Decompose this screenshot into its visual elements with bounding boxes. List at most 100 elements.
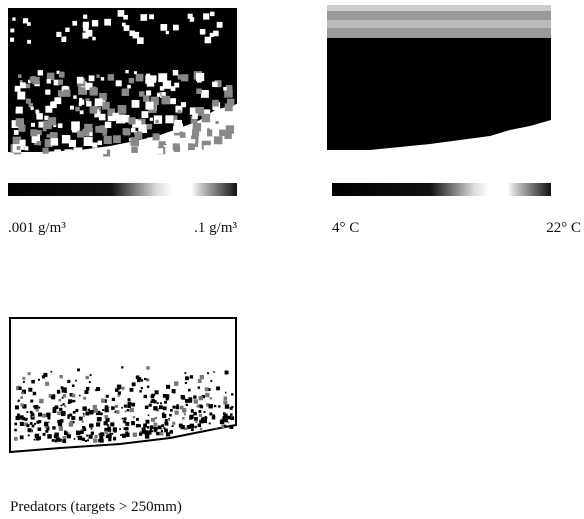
speckle (93, 408, 98, 413)
speckle (47, 434, 52, 439)
speckle (156, 431, 160, 436)
speckle (204, 120, 213, 130)
speckle (82, 406, 87, 411)
speckle (177, 109, 182, 114)
speckle (79, 110, 84, 115)
speckle (58, 422, 63, 427)
speckle (88, 381, 91, 384)
surface-layer (327, 5, 551, 11)
speckle (181, 126, 187, 132)
speckle (226, 98, 235, 107)
speckle (192, 122, 202, 132)
speckle (77, 368, 80, 372)
speckle (195, 106, 205, 116)
speckle (147, 378, 150, 382)
speckle (230, 413, 233, 416)
speckle (57, 419, 61, 423)
speckle (131, 402, 136, 407)
speckle (191, 139, 196, 144)
speckle (138, 118, 146, 127)
speckle (156, 402, 159, 404)
speckle (203, 411, 206, 413)
speckle (223, 400, 228, 405)
speckle (22, 380, 25, 383)
speckle (213, 30, 219, 37)
speckle (146, 90, 152, 96)
speckle (175, 405, 180, 410)
speckle (166, 384, 171, 389)
speckle (90, 431, 95, 435)
speckle (94, 111, 101, 118)
speckle (175, 105, 183, 113)
speckle (158, 141, 166, 149)
speckle (36, 140, 42, 146)
speckle (161, 424, 164, 428)
speckle (194, 417, 198, 421)
speckle (67, 416, 70, 419)
speckle (10, 28, 15, 33)
speckle (72, 399, 76, 403)
speckle (43, 372, 48, 377)
speckle (159, 86, 165, 91)
speckle (30, 122, 36, 127)
speckle (33, 438, 36, 441)
speckle (91, 20, 99, 27)
speckle (104, 18, 112, 26)
speckle (36, 420, 40, 424)
speckle (10, 37, 15, 42)
speckle (77, 435, 83, 441)
speckle (21, 391, 24, 395)
speckle (38, 412, 42, 417)
speckle (26, 417, 28, 420)
speckle (208, 422, 211, 425)
speckle (37, 70, 44, 76)
speckle (196, 404, 200, 408)
speckle (153, 115, 163, 124)
speckle (95, 126, 102, 133)
speckle (122, 128, 130, 135)
speckle (92, 404, 97, 410)
speckle (109, 432, 111, 434)
speckle (138, 432, 143, 436)
speckle (150, 417, 156, 422)
speckle (205, 416, 208, 420)
speckle (35, 109, 39, 113)
speckle (115, 80, 122, 87)
speckle (38, 121, 45, 128)
speckle (114, 404, 118, 408)
speckle (140, 14, 148, 21)
speckle (195, 72, 205, 82)
speckle (231, 393, 234, 396)
speckle (53, 434, 58, 439)
speckle (137, 37, 144, 44)
speckle (188, 146, 196, 154)
speckle (150, 425, 154, 430)
speckle (227, 421, 230, 424)
speckle (52, 406, 56, 410)
speckle (180, 425, 185, 430)
speckle (107, 108, 116, 117)
speckle (141, 427, 146, 432)
speckle (198, 410, 202, 413)
speckle (82, 32, 89, 39)
speckle (98, 417, 102, 421)
speckle (193, 395, 197, 399)
speckle (107, 424, 110, 427)
speckle (129, 407, 134, 413)
speckle (138, 124, 147, 134)
speckle (73, 438, 76, 440)
speckle (99, 412, 103, 416)
speckle (115, 148, 120, 154)
speckle (193, 411, 197, 416)
speckle (62, 36, 67, 41)
speckle (39, 398, 44, 404)
speckle (84, 439, 87, 442)
speckle (167, 136, 176, 145)
speckle (62, 403, 65, 406)
speckle (25, 83, 31, 89)
speckle (131, 420, 135, 425)
speckle (180, 102, 187, 108)
speckle (119, 428, 121, 431)
speckle (36, 113, 43, 120)
speckle (16, 385, 21, 391)
